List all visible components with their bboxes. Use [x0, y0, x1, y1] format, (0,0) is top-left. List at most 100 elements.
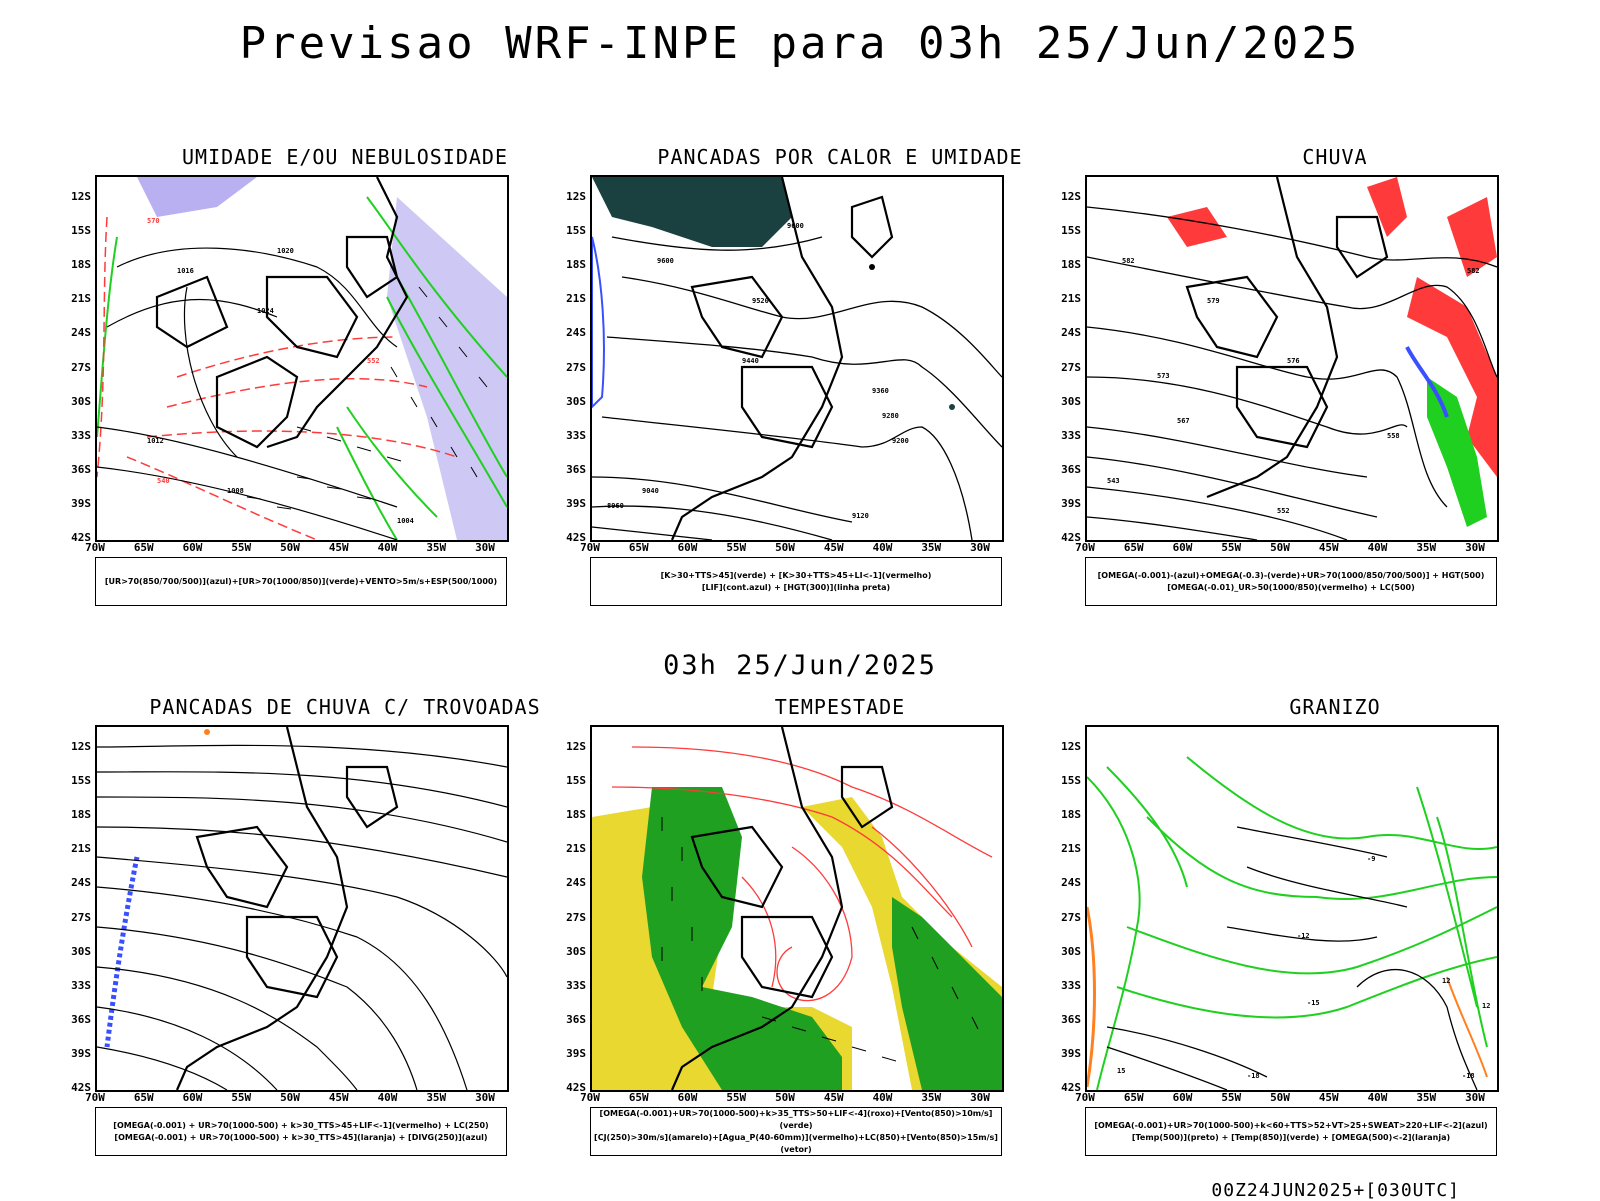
lon-tick-label: 55W	[1221, 1091, 1242, 1104]
lon-tick-label: 60W	[677, 541, 698, 554]
legend-line: [CJ(250)>30m/s](amarelo)+[Agua_P(40-60mm…	[594, 1132, 998, 1154]
lat-tick-label: 18S	[1061, 808, 1081, 822]
lat-tick-label: 15S	[566, 224, 586, 238]
lat-tick-label: 39S	[71, 496, 91, 510]
legend-pancadas-calor: [K>30+TTS>45](verde) + [K>30+TTS>45+LI<-…	[590, 557, 1002, 606]
contour-label: -12	[1297, 932, 1310, 940]
panel-title: PANCADAS DE CHUVA C/ TROVOADAS	[149, 695, 541, 719]
lon-tick-label: 65W	[628, 541, 649, 554]
lon-tick-label: 50W	[775, 1091, 795, 1104]
lon-tick-label: 65W	[133, 541, 154, 554]
map-granizo-plot	[1087, 756, 1497, 1090]
contour-label: 9600	[657, 257, 674, 265]
map-trovoadas	[95, 725, 509, 1092]
contour-label: 1020	[277, 247, 294, 255]
panel-umidade: UMIDADE E/OU NEBULOSIDADE 1016 1020 1024…	[71, 145, 595, 625]
lon-tick-label: 35W	[426, 1091, 447, 1104]
lon-tick-label: 70W	[1075, 1091, 1095, 1104]
lat-tick-label: 30S	[1061, 394, 1081, 408]
lon-tick-label: 65W	[1123, 1091, 1144, 1104]
contour-label: 9440	[742, 357, 759, 365]
lat-tick-label: 42S	[1061, 1081, 1081, 1094]
lat-tick-label: 36S	[71, 1012, 91, 1026]
lat-tick-label: 42S	[566, 531, 586, 544]
legend-line: [OMEGA(-0.001)+UR>70(1000-500)+k<60+TTS>…	[1094, 1120, 1488, 1130]
lat-tick-label: 21S	[1061, 842, 1081, 856]
panel-tempestade: TEMPESTADE [OMEGA(-0.001)+UR>70(1000-500…	[566, 695, 1090, 1175]
lon-tick-label: 55W	[1221, 541, 1242, 554]
lat-tick-label: 24S	[566, 326, 586, 340]
lat-tick-label: 30S	[1061, 944, 1081, 958]
lat-tick-label: 24S	[71, 326, 91, 340]
lon-tick-label: 30W	[970, 1091, 990, 1104]
map-chuva-plot	[1087, 177, 1497, 540]
map-granizo: -9 -12 -15 -18 -18 15 12 12	[1085, 725, 1499, 1092]
lon-tick-label: 60W	[1172, 1091, 1193, 1104]
main-title: Previsao WRF-INPE para 03h 25/Jun/2025	[239, 18, 1361, 69]
lat-tick-label: 15S	[71, 224, 91, 238]
lon-tick-label: 35W	[1416, 541, 1437, 554]
lat-tick-label: 24S	[566, 876, 586, 890]
lon-tick-label: 45W	[1318, 1091, 1339, 1104]
contour-label: 9520	[752, 297, 769, 305]
lat-tick-label: 30S	[566, 944, 586, 958]
lat-tick-label: 30S	[566, 394, 586, 408]
contour-label: 8960	[607, 502, 624, 510]
lat-tick-label: 18S	[1061, 258, 1081, 272]
map-pancadas-calor-plot	[592, 177, 1002, 540]
contour-label: 9120	[852, 512, 869, 520]
map-tempestade-plot	[592, 727, 1002, 1090]
lon-tick-label: 40W	[1367, 1091, 1388, 1104]
lat-tick-label: 24S	[1061, 876, 1081, 890]
lat-tick-label: 18S	[71, 258, 91, 272]
contour-label: 1012	[147, 437, 164, 445]
lat-tick-label: 15S	[566, 774, 586, 788]
panel-trovoadas: PANCADAS DE CHUVA C/ TROVOADAS [OMEGA(-0…	[71, 695, 595, 1175]
legend-chuva: [OMEGA(-0.001)-(azul)+OMEGA(-0.3)-(verde…	[1085, 557, 1497, 606]
lat-tick-label: 18S	[566, 808, 586, 822]
lon-tick-label: 70W	[85, 1091, 105, 1104]
lat-tick-label: 33S	[71, 978, 91, 992]
lat-tick-label: 42S	[71, 1081, 91, 1094]
contour-label: 9040	[642, 487, 659, 495]
legend-granizo: [OMEGA(-0.001)+UR>70(1000-500)+k<60+TTS>…	[1085, 1107, 1497, 1156]
legend-line: [K>30+TTS>45](verde) + [K>30+TTS>45+LI<-…	[660, 570, 932, 580]
contour-label: 1008	[227, 487, 244, 495]
lat-tick-label: 33S	[1061, 978, 1081, 992]
lon-tick-label: 35W	[1416, 1091, 1437, 1104]
panel-title: GRANIZO	[1289, 695, 1381, 719]
lat-tick-label: 15S	[71, 774, 91, 788]
lat-tick-label: 27S	[71, 910, 91, 924]
lat-tick-label: 30S	[71, 394, 91, 408]
lat-tick-label: 33S	[1061, 428, 1081, 442]
legend-line: [LIF](cont.azul) + [HGT(300)](linha pret…	[701, 582, 891, 592]
lon-tick-label: 45W	[823, 541, 844, 554]
lat-tick-label: 33S	[71, 428, 91, 442]
lat-tick-label: 36S	[1061, 1012, 1081, 1026]
map-trovoadas-plot	[97, 727, 507, 1090]
contour-label: 540	[157, 477, 170, 485]
contour-label: 576	[1287, 357, 1300, 365]
panel-pancadas-calor: PANCADAS POR CALOR E UMIDADE 9600 9600 9…	[566, 145, 1090, 625]
contour-label: 9200	[892, 437, 909, 445]
lon-tick-label: 65W	[1123, 541, 1144, 554]
contour-label: 9360	[872, 387, 889, 395]
contour-label: 1016	[177, 267, 194, 275]
lon-tick-label: 50W	[775, 541, 795, 554]
lat-tick-label: 15S	[1061, 224, 1081, 238]
legend-trovoadas: [OMEGA(-0.001) + UR>70(1000-500) + k>30_…	[95, 1107, 507, 1156]
lon-tick-label: 50W	[1270, 541, 1290, 554]
lon-tick-label: 40W	[872, 541, 893, 554]
lat-tick-label: 21S	[566, 842, 586, 856]
lat-tick-label: 39S	[566, 496, 586, 510]
lon-tick-label: 50W	[1270, 1091, 1290, 1104]
contour-label: 567	[1177, 417, 1190, 425]
contour-label: 552	[1277, 507, 1290, 515]
contour-label: 582	[1122, 257, 1135, 265]
contour-label: 558	[1387, 432, 1400, 440]
contour-label: 573	[1157, 372, 1170, 380]
lat-tick-label: 21S	[71, 292, 91, 306]
panel-title: TEMPESTADE	[774, 695, 906, 719]
contour-label: 1024	[257, 307, 274, 315]
map-umidade: 1016 1020 1024 1012 1008 1004 570 552 54…	[95, 175, 509, 542]
